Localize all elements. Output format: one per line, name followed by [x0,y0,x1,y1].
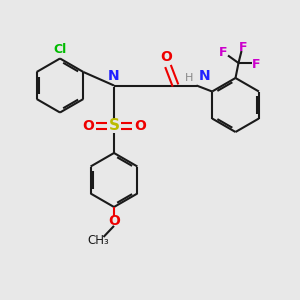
Text: H: H [184,74,193,83]
Text: O: O [134,119,146,133]
Text: F: F [239,41,247,54]
Text: O: O [82,119,94,133]
Text: N: N [108,69,120,83]
Text: N: N [199,69,211,83]
Text: S: S [109,118,119,134]
Text: O: O [108,214,120,228]
Text: F: F [252,58,260,71]
Text: O: O [160,50,172,64]
Text: CH₃: CH₃ [88,234,109,248]
Text: Cl: Cl [53,43,67,56]
Text: F: F [219,46,228,59]
